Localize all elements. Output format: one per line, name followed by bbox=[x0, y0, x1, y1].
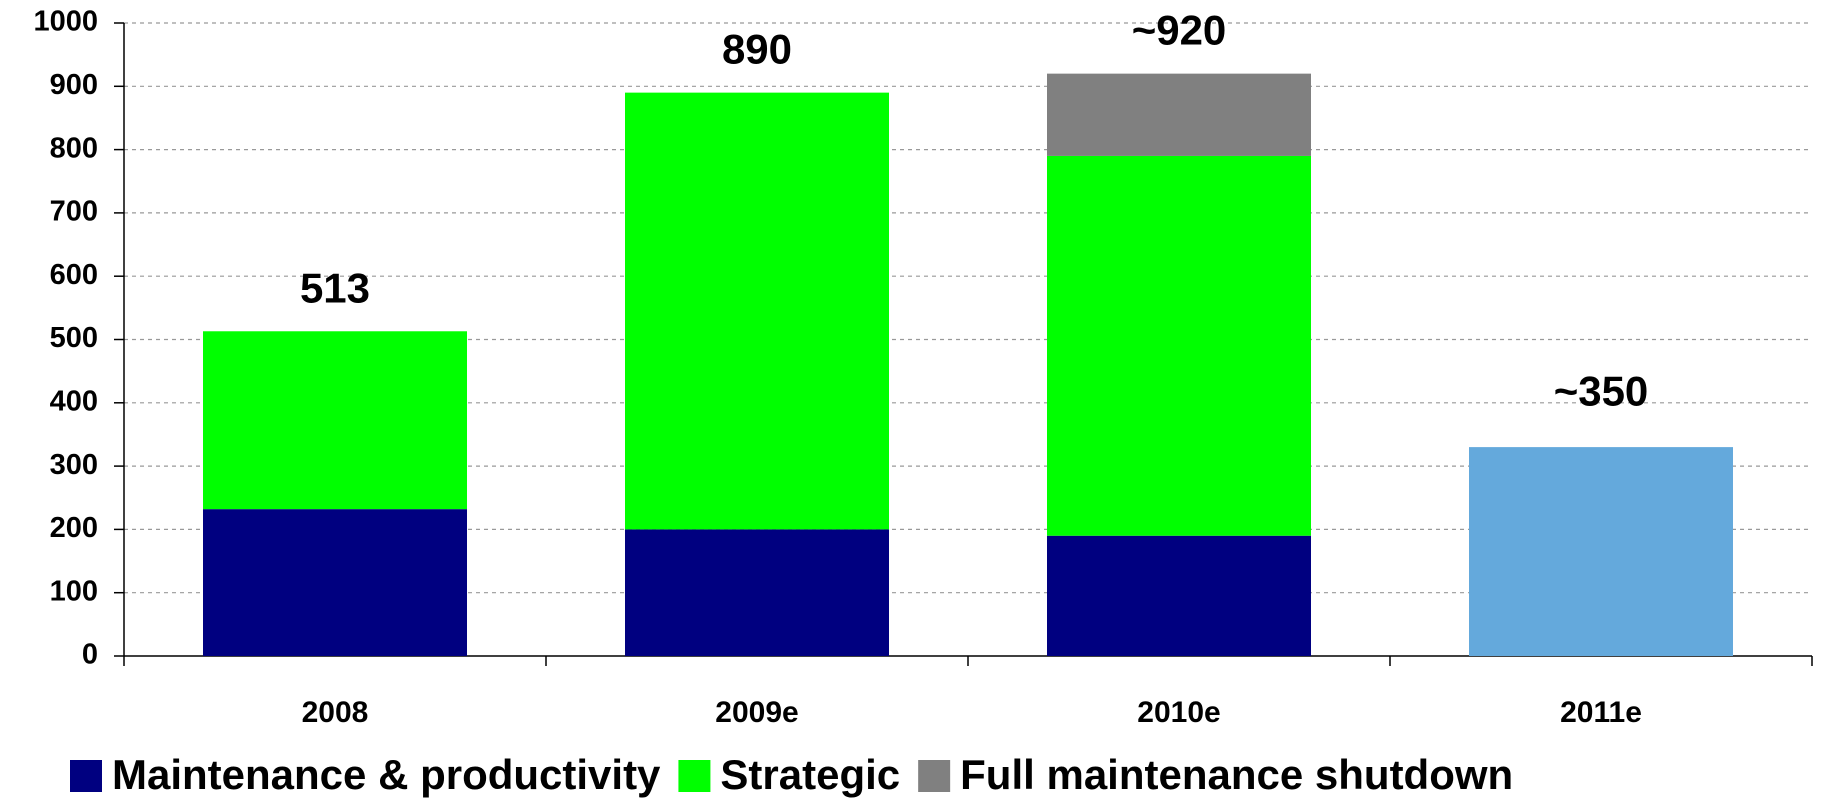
y-tick-label: 400 bbox=[50, 385, 98, 417]
bar-segment bbox=[625, 92, 889, 530]
x-tick-label: 2010e bbox=[1137, 696, 1220, 729]
legend-label: Full maintenance shutdown bbox=[960, 751, 1513, 798]
total-label: 890 bbox=[722, 26, 792, 73]
y-tick-label: 100 bbox=[50, 575, 98, 607]
legend-swatch bbox=[678, 760, 711, 792]
bar-segment bbox=[203, 509, 467, 656]
bar-segment bbox=[1047, 73, 1311, 156]
y-tick-label: 500 bbox=[50, 322, 98, 354]
legend-swatch bbox=[918, 760, 951, 792]
y-tick-label: 0 bbox=[82, 639, 98, 671]
bar-segment bbox=[625, 529, 889, 656]
bar-segment bbox=[1047, 155, 1311, 536]
y-tick-label: 300 bbox=[50, 449, 98, 481]
total-label: ~920 bbox=[1132, 7, 1227, 54]
y-tick-label: 700 bbox=[50, 196, 98, 228]
y-tick-label: 600 bbox=[50, 259, 98, 291]
y-tick-label: 1000 bbox=[33, 6, 98, 38]
y-tick-label: 900 bbox=[50, 69, 98, 101]
x-tick-label: 2011e bbox=[1560, 696, 1642, 729]
bar-segment bbox=[1047, 535, 1311, 656]
x-tick-label: 2008 bbox=[302, 696, 369, 729]
y-tick-label: 200 bbox=[50, 512, 98, 544]
legend-label: Maintenance & productivity bbox=[112, 751, 661, 798]
total-label: 513 bbox=[300, 264, 370, 311]
total-label: ~350 bbox=[1554, 368, 1649, 415]
bar-segment bbox=[1469, 447, 1733, 656]
y-tick-label: 800 bbox=[50, 132, 98, 164]
legend-label: Strategic bbox=[720, 751, 900, 798]
x-tick-label: 2009e bbox=[715, 696, 798, 729]
legend-swatch bbox=[70, 760, 102, 792]
bar-segment bbox=[203, 331, 467, 510]
